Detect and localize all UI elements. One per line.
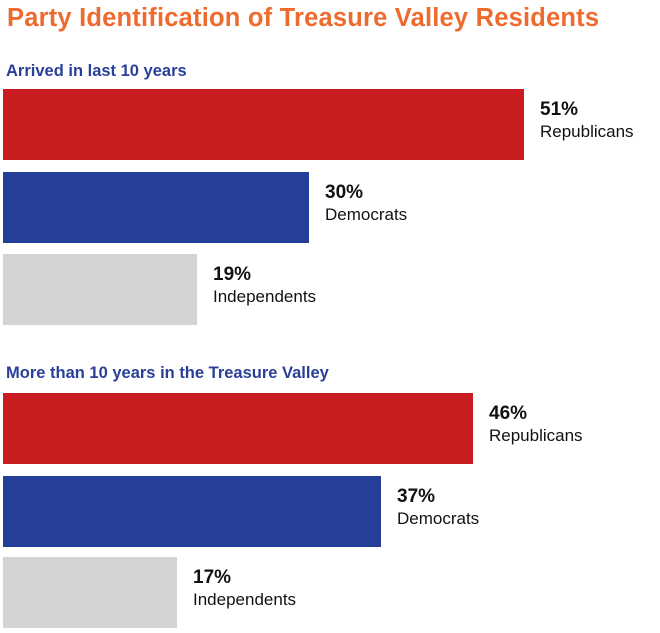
category-label: Independents	[213, 287, 317, 306]
value-label: 46%	[489, 403, 528, 424]
category-label: Independents	[193, 590, 297, 609]
bar-republicans	[3, 89, 524, 160]
group-title-recent: Arrived in last 10 years	[6, 62, 187, 80]
bar-label: 37% Democrats	[397, 486, 479, 530]
bar-label: 51% Republicans	[540, 99, 634, 143]
bar-democrats	[3, 172, 309, 243]
bar-independents	[3, 557, 177, 628]
value-label: 37%	[397, 486, 436, 507]
category-label: Republicans	[489, 426, 583, 445]
bar-democrats	[3, 476, 381, 547]
value-label: 17%	[193, 567, 232, 588]
category-label: Republicans	[540, 122, 634, 141]
bar-label: 30% Democrats	[325, 182, 407, 226]
value-label: 30%	[325, 182, 364, 203]
value-label: 51%	[540, 99, 579, 120]
bar-republicans	[3, 393, 473, 464]
chart-title: Party Identification of Treasure Valley …	[7, 4, 600, 32]
bar-label: 19% Independents	[213, 264, 316, 308]
bar-label: 17% Independents	[193, 567, 296, 611]
bar-label: 46% Republicans	[489, 403, 583, 447]
category-label: Democrats	[325, 205, 408, 224]
category-label: Democrats	[397, 509, 480, 528]
bar-independents	[3, 254, 197, 325]
group-title-longterm: More than 10 years in the Treasure Valle…	[6, 364, 329, 382]
value-label: 19%	[213, 264, 252, 285]
